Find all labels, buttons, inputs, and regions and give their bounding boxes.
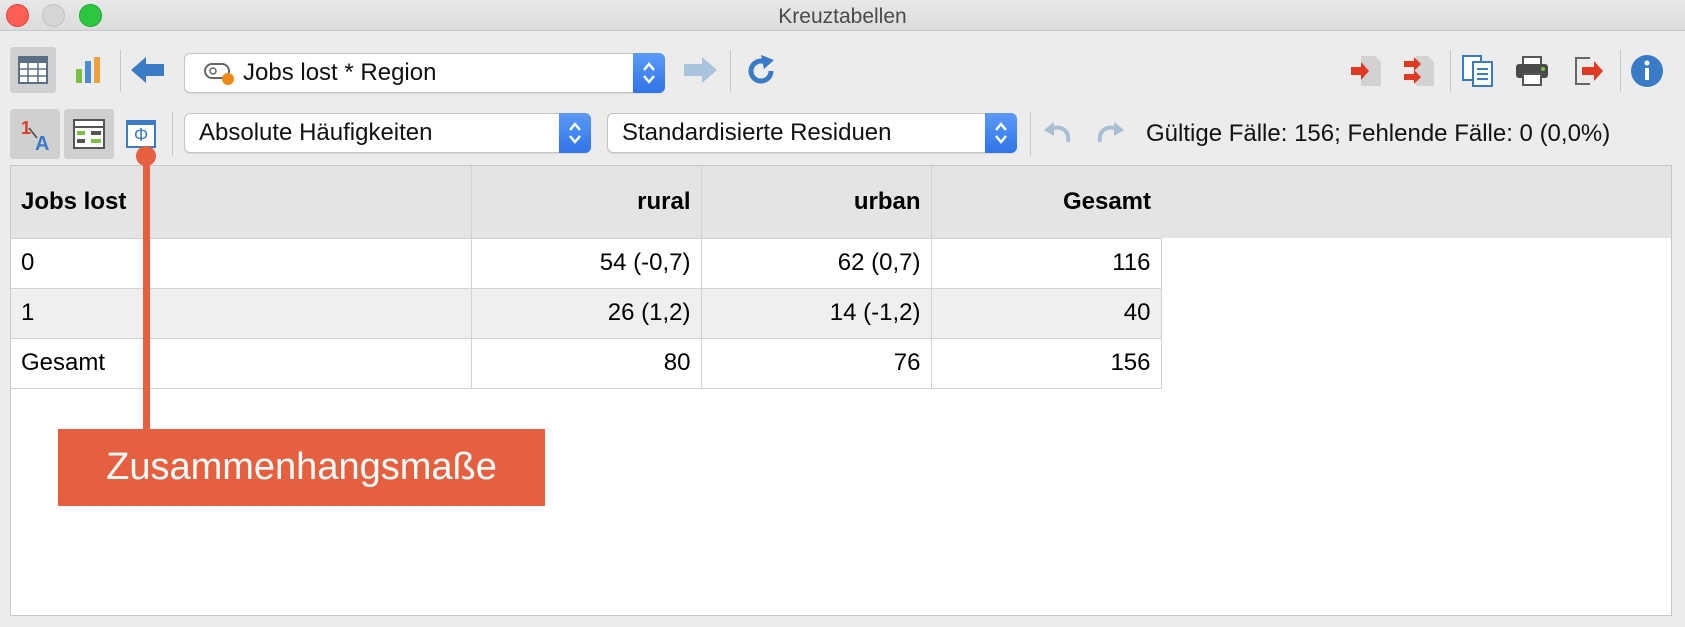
table-header-row: Jobs lost rural urban Gesamt [11,166,1161,239]
minimize-window-button[interactable] [42,4,65,27]
svg-text:1: 1 [21,118,31,138]
toolbar-separator [1620,50,1621,92]
table-cell[interactable]: 76 [700,337,932,389]
undo-icon [1044,122,1071,143]
arrow-right-icon [684,57,717,83]
import-button[interactable] [1345,50,1387,92]
phi-window-icon: Φ [126,120,156,148]
redo-button[interactable] [1092,114,1130,152]
toolbar-separator [1450,50,1451,92]
undo-button[interactable] [1038,114,1076,152]
forward-button[interactable] [680,50,720,90]
table-cell[interactable]: 54 (-0,7) [470,237,702,289]
table-cell[interactable]: 26 (1,2) [470,287,702,339]
chevron-updown-icon [643,62,655,84]
table-cell[interactable]: 80 [470,337,702,389]
variable-combo-arrow[interactable] [633,53,665,93]
chevron-updown-icon [569,122,581,144]
display-mode-combo[interactable]: Absolute Häufigkeiten [184,113,591,153]
callout-label: Zusammenhangsmaße [58,429,545,506]
printer-icon [1516,56,1548,86]
export-doc-icon [1575,57,1603,85]
table-cell[interactable]: 62 (0,7) [700,237,932,289]
chevron-updown-icon [995,122,1007,144]
table-cell[interactable]: 14 (-1,2) [700,287,932,339]
variable-tag-icon [204,63,234,85]
variable-combo-value: Jobs lost * Region [243,59,437,86]
close-window-button[interactable] [6,4,29,27]
back-button[interactable] [128,50,168,90]
info-icon [1631,55,1663,87]
callout-pointer-dot [136,146,156,166]
column-header[interactable]: rural [470,166,702,239]
variable-combo[interactable]: Jobs lost * Region [184,53,665,93]
residuals-combo-arrow[interactable] [985,113,1017,153]
crosstab-panel: Jobs lost rural urban Gesamt 0 54 (-0,7)… [10,165,1672,616]
refresh-icon [748,55,774,84]
column-header[interactable]: Gesamt [930,166,1161,239]
print-button[interactable] [1510,50,1554,92]
display-mode-combo-arrow[interactable] [559,113,591,153]
title-bar: Kreuztabellen [0,0,1685,31]
callout-pointer-line [143,157,150,429]
case-count-status: Gültige Fälle: 156; Fehlende Fälle: 0 (0… [1146,120,1611,147]
bar-chart-icon [76,57,100,83]
table-cell[interactable]: Gesamt [11,337,472,389]
display-mode-combo-value: Absolute Häufigkeiten [199,119,433,146]
table-cell[interactable]: 40 [930,287,1162,339]
import-all-button[interactable] [1398,50,1440,92]
toolbar-separator [730,50,731,92]
residuals-combo[interactable]: Standardisierte Residuen [607,113,1017,153]
table-row: 1 26 (1,2) 14 (-1,2) 40 [11,287,1162,339]
column-header[interactable]: urban [700,166,932,239]
table-cell[interactable]: 116 [930,237,1162,289]
sort-labels-button[interactable]: 1 A [10,109,60,159]
association-measures-button[interactable]: Φ [120,113,162,155]
table-cell[interactable]: 156 [930,337,1162,389]
refresh-button[interactable] [740,50,782,92]
table-layout-icon [73,119,105,149]
number-letter-icon: 1 A [21,118,49,154]
table-view-button[interactable] [10,47,56,93]
arrow-left-icon [131,57,164,83]
table-cell[interactable]: 1 [11,287,472,339]
copy-button[interactable] [1457,50,1499,92]
svg-text:A: A [35,133,49,154]
export-button[interactable] [1568,50,1610,92]
window-title: Kreuztabellen [778,5,907,28]
crosstab-table: Jobs lost rural urban Gesamt 0 54 (-0,7)… [11,166,1162,389]
maximize-window-button[interactable] [79,4,102,27]
copy-icon [1462,55,1493,87]
toolbar-separator [172,112,173,156]
table-row: Gesamt 80 76 156 [11,337,1162,389]
toolbar-separator [120,50,121,92]
toolbar-separator [1030,112,1031,156]
table-cell[interactable]: 0 [11,237,472,289]
chart-view-button[interactable] [65,47,111,93]
table-grid-icon [18,56,48,84]
column-header[interactable]: Jobs lost [11,166,472,239]
info-button[interactable] [1627,50,1667,92]
phi-symbol: Φ [133,125,149,145]
import-doc-icon [1351,56,1381,86]
layout-button[interactable] [64,109,114,159]
import-multiple-icon [1404,56,1434,86]
table-row: 0 54 (-0,7) 62 (0,7) 116 [11,237,1162,289]
redo-icon [1097,122,1124,143]
residuals-combo-value: Standardisierte Residuen [622,119,892,146]
